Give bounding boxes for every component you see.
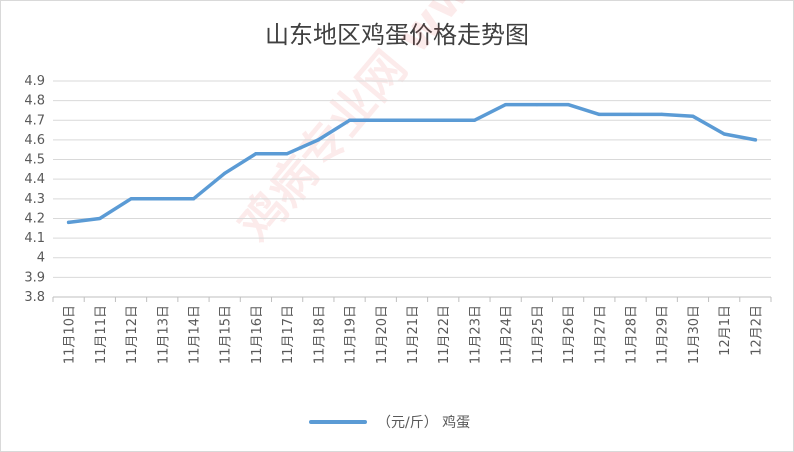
y-tick-label: 3.8 xyxy=(24,290,45,305)
x-tick-label: 11月27日 xyxy=(593,305,608,364)
data-point xyxy=(223,171,227,175)
y-tick-label: 3.9 xyxy=(24,270,45,285)
legend: （元/斤） 鸡蛋 xyxy=(309,411,470,433)
legend-swatch xyxy=(309,420,367,424)
x-tick-label: 11月29日 xyxy=(656,305,671,364)
x-tick-label: 11月15日 xyxy=(219,305,234,364)
data-point xyxy=(566,102,570,107)
data-point xyxy=(254,152,258,156)
x-tick-label: 11月21日 xyxy=(406,305,421,364)
x-tick-label: 11月17日 xyxy=(281,305,296,364)
x-tick-label: 11月30日 xyxy=(687,305,702,364)
y-tick-label: 4 xyxy=(37,251,45,266)
data-point xyxy=(504,102,508,107)
data-point xyxy=(98,216,102,221)
data-point xyxy=(379,118,383,122)
x-tick-label: 12月1日 xyxy=(718,305,733,356)
x-tick-label: 11月23日 xyxy=(468,305,483,364)
y-tick-label: 4.7 xyxy=(24,113,45,128)
legend-label: （元/斤） 鸡蛋 xyxy=(377,415,471,431)
series-line xyxy=(66,102,758,225)
data-point xyxy=(441,118,445,122)
data-point xyxy=(597,112,601,116)
data-point xyxy=(285,152,289,156)
data-point xyxy=(472,118,477,122)
data-point xyxy=(660,112,664,116)
y-tick-label: 4.6 xyxy=(24,133,45,148)
x-tick-label: 11月16日 xyxy=(250,305,265,364)
data-point xyxy=(628,112,633,116)
data-point xyxy=(753,138,757,142)
x-tick-label: 11月12日 xyxy=(125,305,140,364)
data-point xyxy=(129,197,133,201)
y-tick-label: 4.1 xyxy=(24,231,45,246)
data-point xyxy=(722,132,726,136)
x-tick-label: 11月19日 xyxy=(344,305,359,364)
data-point xyxy=(410,118,414,122)
x-tick-label: 11月24日 xyxy=(500,305,515,364)
chart-title: 山东地区鸡蛋价格走势图 xyxy=(265,21,529,49)
data-point xyxy=(316,138,320,142)
y-tick-label: 4.8 xyxy=(24,94,45,109)
x-tick-label: 11月14日 xyxy=(187,305,202,364)
x-tick-label: 11月11日 xyxy=(94,305,109,364)
data-point xyxy=(691,114,695,118)
data-point xyxy=(535,102,539,107)
x-tick-label: 11月28日 xyxy=(625,305,640,364)
x-tick-label: 11月10日 xyxy=(63,305,78,364)
x-tick-label: 11月26日 xyxy=(562,305,577,364)
y-tick-label: 4.2 xyxy=(24,211,45,226)
x-tick-label: 11月13日 xyxy=(156,305,171,364)
y-tick-label: 4.5 xyxy=(24,153,45,168)
data-point xyxy=(160,197,164,201)
x-tick-label: 12月2日 xyxy=(749,305,764,356)
y-tick-label: 4.4 xyxy=(24,172,45,187)
data-point xyxy=(191,197,196,201)
data-point xyxy=(347,118,352,122)
data-point xyxy=(67,220,71,224)
y-tick-label: 4.3 xyxy=(24,192,45,207)
x-tick-label: 11月18日 xyxy=(312,305,327,364)
x-tick-label: 11月20日 xyxy=(375,305,390,364)
x-tick-label: 11月25日 xyxy=(531,305,546,364)
x-tick-label: 11月22日 xyxy=(437,305,452,364)
y-tick-label: 4.9 xyxy=(24,74,45,89)
